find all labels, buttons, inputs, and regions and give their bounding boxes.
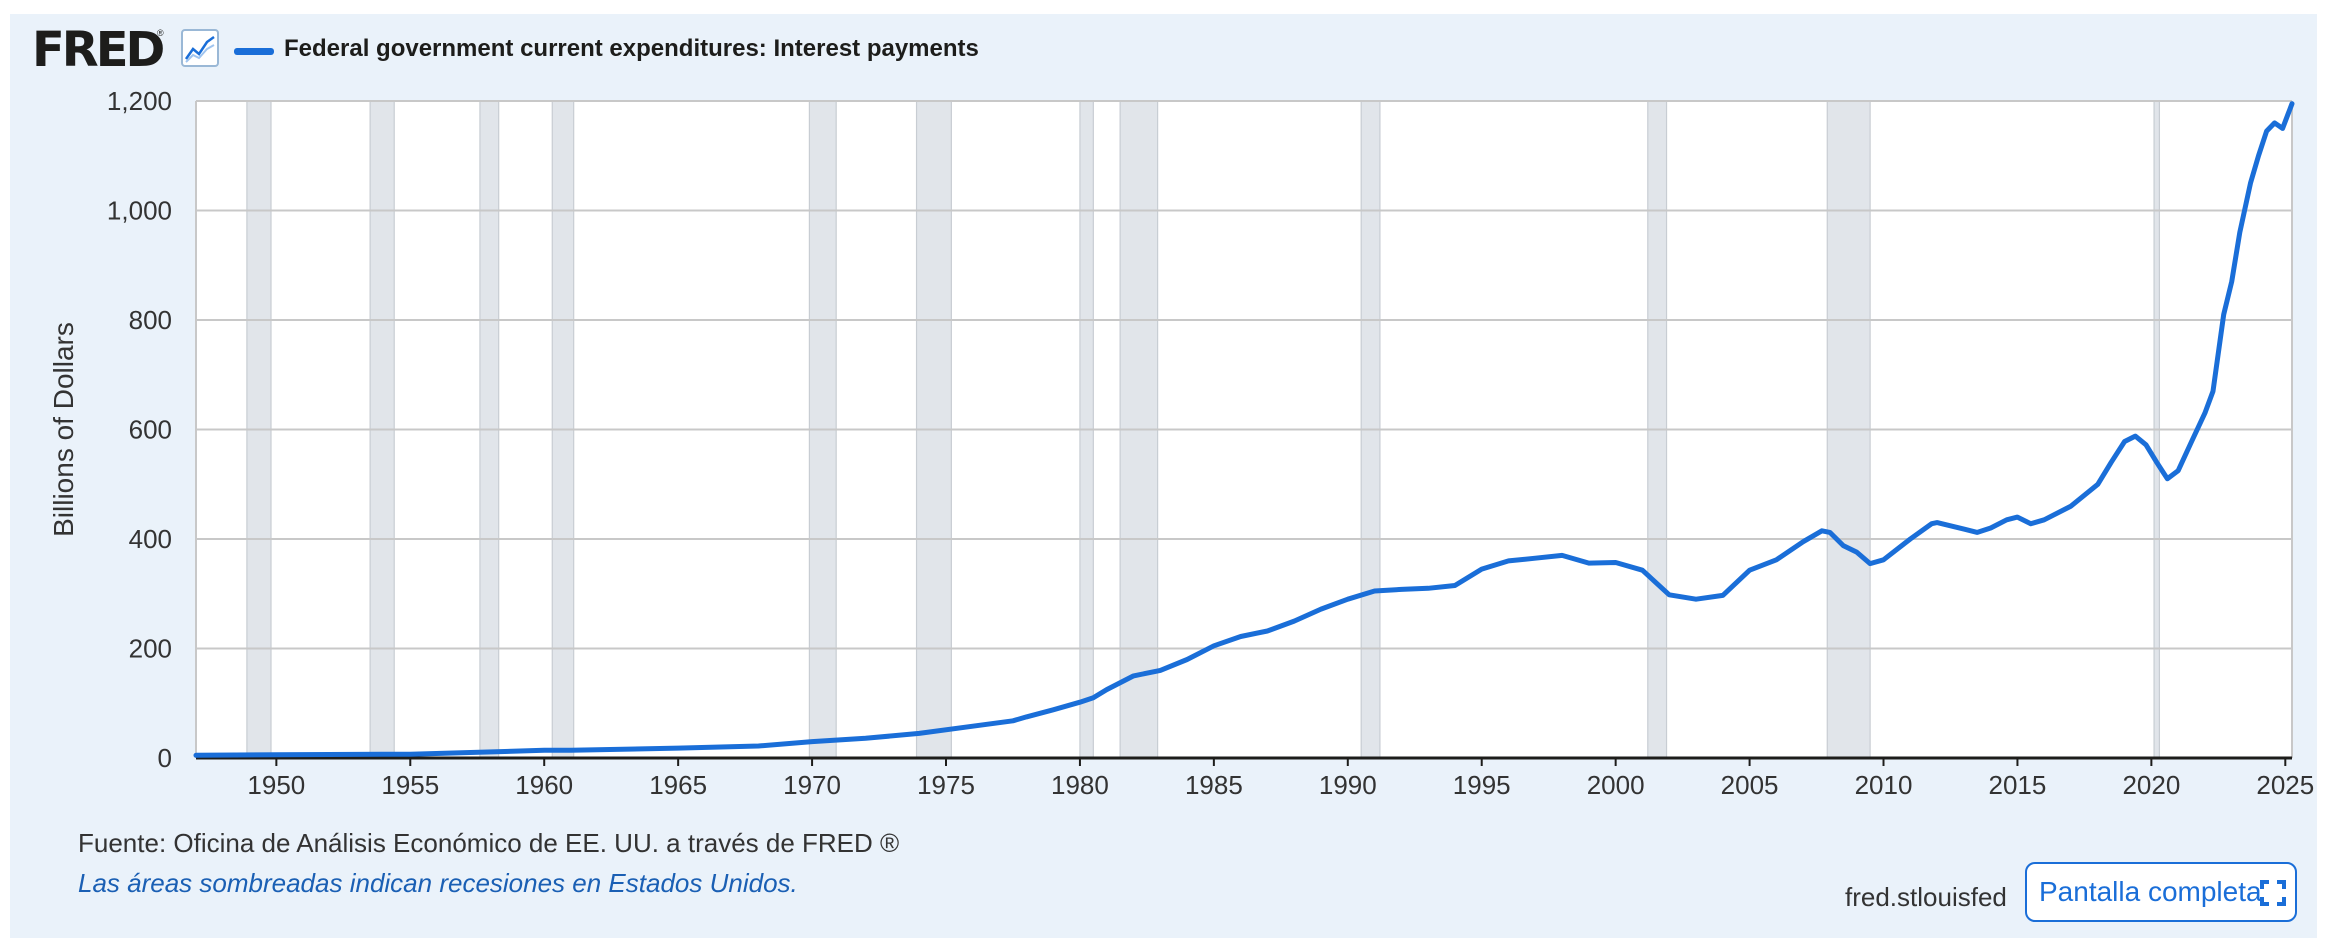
x-tick-label: 2020	[2122, 770, 2180, 800]
y-tick-label: 200	[129, 634, 172, 664]
fullscreen-button[interactable]: Pantalla completa	[2025, 862, 2297, 922]
x-tick-label: 1985	[1185, 770, 1243, 800]
legend-swatch	[234, 48, 274, 55]
x-tick-label: 1960	[515, 770, 573, 800]
x-tick-label: 1970	[783, 770, 841, 800]
x-tick-label: 2015	[1989, 770, 2047, 800]
series-line	[193, 101, 2295, 758]
x-tick-label: 1955	[381, 770, 439, 800]
x-tick-label: 2000	[1587, 770, 1645, 800]
x-tick-label: 2005	[1721, 770, 1779, 800]
line-chart-icon[interactable]	[181, 29, 219, 67]
y-axis-label: Billions of Dollars	[48, 322, 79, 537]
recession-note[interactable]: Las áreas sombreadas indican recesiones …	[78, 868, 798, 898]
x-tick-label: 1995	[1453, 770, 1511, 800]
x-tick-label: 1975	[917, 770, 975, 800]
x-tick-label: 1980	[1051, 770, 1109, 800]
y-tick-label: 1,200	[107, 86, 172, 116]
site-domain[interactable]: fred.stlouisfed	[1845, 882, 2007, 912]
x-tick-label: 1950	[247, 770, 305, 800]
x-tick-label: 1965	[649, 770, 707, 800]
x-tick-label: 1990	[1319, 770, 1377, 800]
fred-logo[interactable]: FRED	[32, 22, 165, 78]
x-tick-label: 2010	[1855, 770, 1913, 800]
y-tick-label: 0	[158, 743, 172, 773]
y-tick-label: 400	[129, 524, 172, 554]
y-tick-label: 800	[129, 305, 172, 335]
registered-mark: ®	[157, 28, 164, 38]
legend-label: Federal government current expenditures:…	[284, 35, 979, 62]
y-tick-label: 600	[129, 415, 172, 445]
x-tick-label: 2025	[2256, 770, 2314, 800]
fullscreen-icon	[2260, 880, 2286, 906]
y-tick-label: 1,000	[107, 196, 172, 226]
fullscreen-button-label: Pantalla completa	[2039, 876, 2262, 907]
source-note: Fuente: Oficina de Análisis Económico de…	[78, 828, 900, 858]
